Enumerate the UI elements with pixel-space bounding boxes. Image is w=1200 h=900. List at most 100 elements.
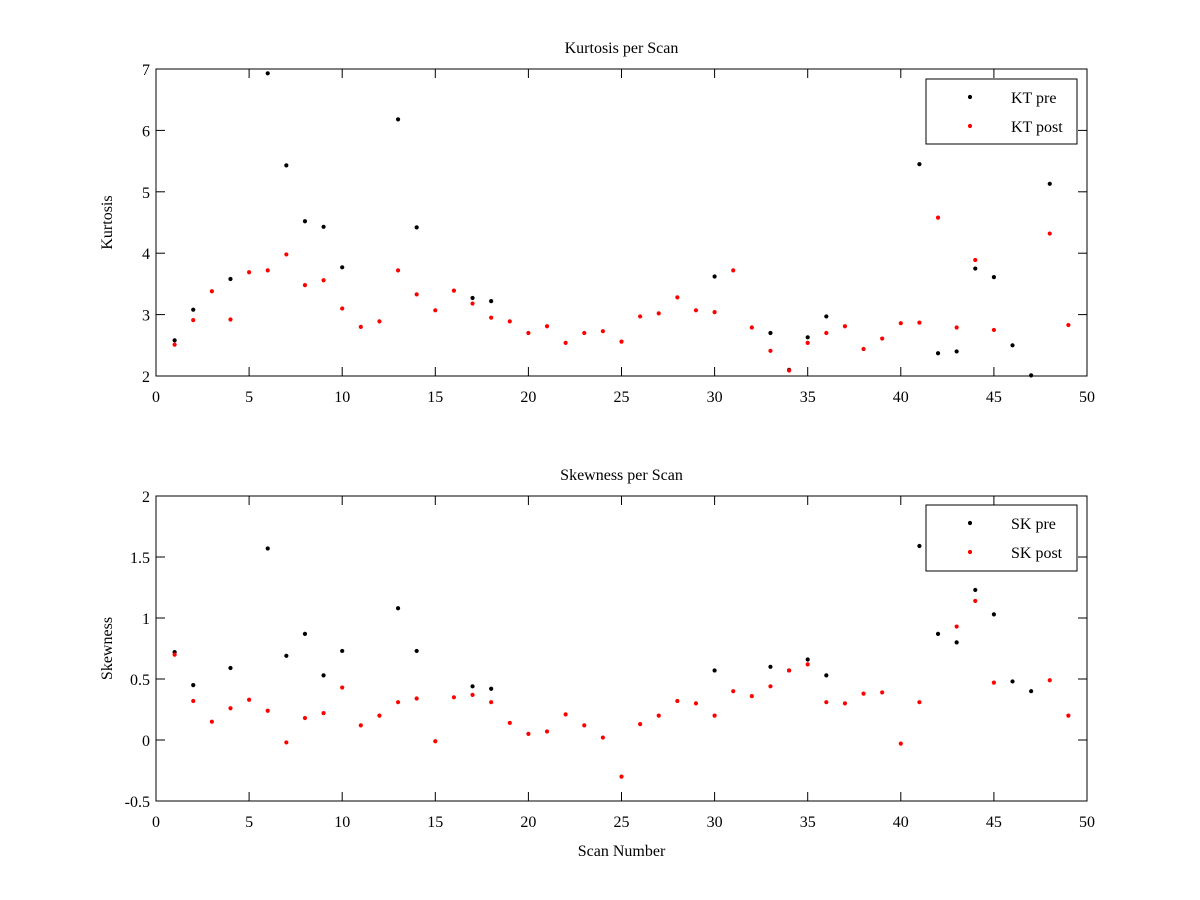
data-point — [507, 319, 512, 324]
legend-entry: SK pre — [1011, 516, 1056, 533]
y-tick-label: 0 — [142, 733, 150, 750]
data-point — [805, 340, 810, 345]
y-axis-label: Skewness — [99, 617, 116, 680]
data-point — [786, 368, 792, 373]
data-point — [619, 339, 624, 344]
data-point — [954, 325, 959, 330]
legend-entry: SK post — [1011, 545, 1063, 562]
data-point — [395, 117, 401, 122]
data-point — [191, 318, 196, 323]
y-tick-label: -0.5 — [125, 794, 150, 811]
data-point — [824, 700, 829, 705]
data-point — [991, 275, 997, 280]
data-point — [991, 612, 997, 617]
data-point — [1047, 181, 1052, 186]
data-point — [805, 662, 810, 667]
data-point — [247, 270, 252, 275]
data-point — [377, 713, 382, 718]
data-point — [824, 330, 829, 336]
data-point — [880, 336, 885, 341]
data-point — [321, 673, 326, 678]
data-point — [917, 162, 922, 167]
data-point — [302, 715, 308, 721]
y-tick-label: 5 — [142, 185, 150, 202]
data-point — [470, 692, 475, 697]
data-point — [209, 719, 214, 724]
data-point — [395, 606, 401, 611]
legend-marker — [967, 123, 973, 129]
x-tick-label: 30 — [707, 814, 723, 831]
data-point — [489, 298, 494, 304]
data-point — [489, 700, 494, 705]
x-tick-label: 40 — [893, 814, 909, 831]
data-point — [321, 224, 326, 229]
x-tick-label: 10 — [334, 389, 350, 406]
series-2 — [172, 598, 1071, 779]
x-tick-label: 45 — [986, 814, 1002, 831]
data-point — [563, 712, 568, 717]
data-point — [842, 701, 848, 706]
data-point — [954, 640, 959, 645]
data-point — [768, 330, 773, 336]
y-tick-label: 2 — [142, 369, 150, 386]
series-2 — [172, 215, 1071, 373]
data-point — [395, 268, 401, 273]
data-point — [489, 315, 494, 320]
data-point — [600, 735, 605, 740]
data-point — [302, 219, 308, 224]
data-point — [340, 685, 345, 690]
data-point — [563, 340, 568, 345]
chart-title: Skewness per Scan — [560, 467, 683, 484]
data-point — [675, 698, 680, 704]
x-tick-label: 15 — [427, 389, 443, 406]
data-point — [470, 684, 475, 689]
data-point — [489, 686, 494, 691]
data-point — [172, 652, 177, 657]
x-tick-label: 30 — [707, 389, 723, 406]
data-point — [1066, 322, 1071, 328]
data-point — [973, 587, 978, 593]
data-point — [582, 330, 587, 336]
data-point — [526, 731, 531, 737]
data-point — [284, 252, 289, 257]
x-tick-label: 35 — [800, 389, 816, 406]
data-point — [991, 680, 997, 685]
x-tick-label: 20 — [520, 389, 536, 406]
data-point — [526, 330, 531, 336]
data-point — [414, 225, 419, 230]
data-point — [284, 163, 289, 168]
y-tick-label: 7 — [142, 62, 150, 79]
data-point — [824, 314, 829, 319]
data-point — [340, 648, 345, 654]
x-tick-label: 40 — [893, 389, 909, 406]
y-tick-label: 1.5 — [130, 550, 150, 567]
data-point — [731, 268, 736, 273]
x-tick-label: 45 — [986, 389, 1002, 406]
x-tick-label: 0 — [152, 389, 160, 406]
data-point — [935, 351, 941, 356]
data-point — [917, 700, 922, 705]
data-point — [712, 274, 717, 279]
data-point — [693, 701, 699, 706]
data-point — [414, 696, 419, 701]
legend-entry: KT pre — [1011, 90, 1056, 107]
legend: SK pre SK post — [925, 504, 1078, 572]
data-point — [693, 308, 699, 313]
x-tick-label: 50 — [1079, 814, 1095, 831]
data-point — [340, 265, 345, 270]
data-point — [954, 624, 959, 629]
x-tick-label: 15 — [427, 814, 443, 831]
series-1 — [172, 71, 1052, 378]
data-point — [172, 338, 177, 343]
data-point — [451, 695, 457, 700]
data-point — [321, 711, 326, 716]
x-tick-label: 50 — [1079, 389, 1095, 406]
data-point — [638, 314, 643, 319]
data-point — [1010, 679, 1015, 684]
data-point — [675, 295, 680, 300]
data-point — [786, 668, 792, 673]
data-point — [1066, 713, 1071, 718]
data-point — [191, 307, 196, 312]
data-point — [414, 648, 419, 654]
data-point — [1047, 231, 1052, 236]
